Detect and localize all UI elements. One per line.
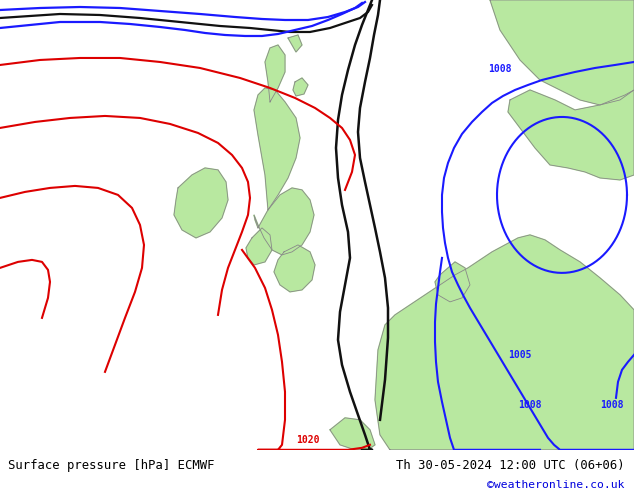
Polygon shape xyxy=(265,45,285,102)
Polygon shape xyxy=(435,262,470,302)
Text: ©weatheronline.co.uk: ©weatheronline.co.uk xyxy=(487,480,624,490)
Polygon shape xyxy=(174,168,228,238)
Polygon shape xyxy=(490,0,634,105)
Polygon shape xyxy=(254,88,300,210)
Polygon shape xyxy=(330,418,375,450)
Polygon shape xyxy=(254,188,314,255)
Text: 1005: 1005 xyxy=(508,350,531,360)
Text: 1008: 1008 xyxy=(600,400,623,410)
Text: 1020: 1020 xyxy=(296,435,320,445)
Text: 1008: 1008 xyxy=(488,64,512,74)
Polygon shape xyxy=(375,235,634,450)
Polygon shape xyxy=(246,228,272,265)
Text: Surface pressure [hPa] ECMWF: Surface pressure [hPa] ECMWF xyxy=(8,459,214,471)
Text: Th 30-05-2024 12:00 UTC (06+06): Th 30-05-2024 12:00 UTC (06+06) xyxy=(396,459,624,471)
Polygon shape xyxy=(293,78,308,96)
Polygon shape xyxy=(508,90,634,180)
Text: 1008: 1008 xyxy=(518,400,541,410)
Polygon shape xyxy=(274,245,315,292)
Polygon shape xyxy=(288,35,302,52)
